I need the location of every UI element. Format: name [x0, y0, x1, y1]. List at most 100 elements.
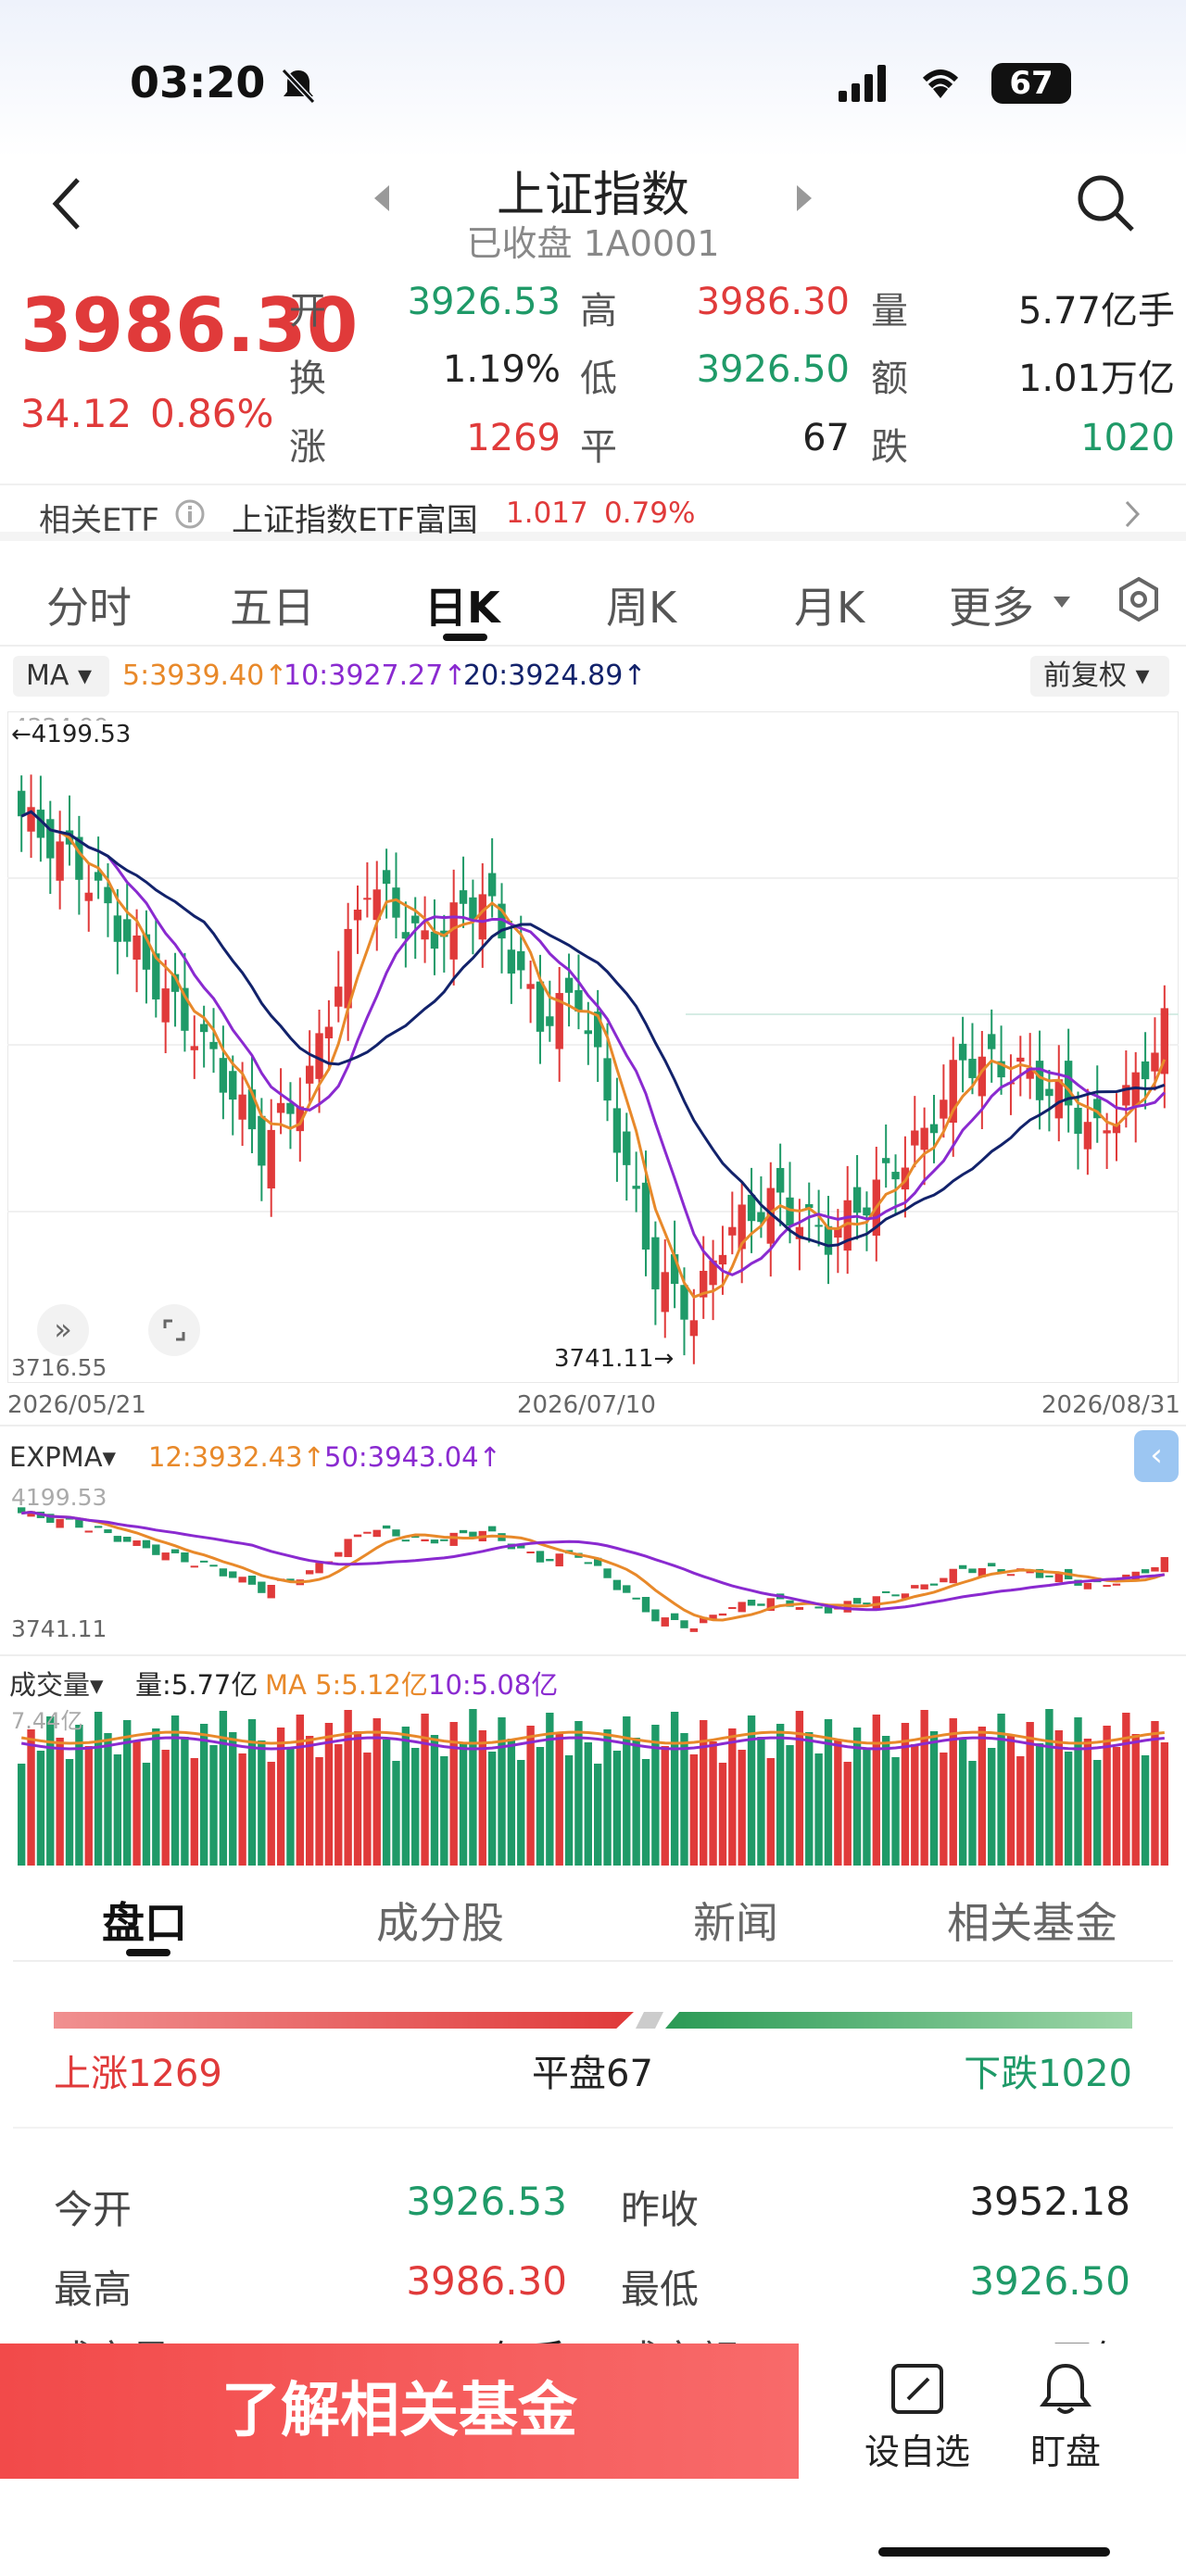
- expma-candle: [430, 1539, 439, 1544]
- back-icon[interactable]: [48, 176, 85, 232]
- detail-value: 3926.53: [406, 2179, 567, 2224]
- expma-candle: [75, 1517, 83, 1528]
- volume-bar: [623, 1716, 631, 1866]
- kline-high-marker: ←4199.53: [11, 721, 132, 748]
- value-amount: 1.01万亿: [1017, 358, 1175, 400]
- volume-bar: [411, 1748, 420, 1866]
- volume-bar: [1141, 1755, 1150, 1866]
- add-watchlist-button[interactable]: 设自选: [862, 2362, 973, 2474]
- volume-bar: [863, 1749, 871, 1866]
- volume-bar: [584, 1742, 592, 1866]
- date-start: 2026/05/21: [7, 1391, 146, 1419]
- volume-bar: [843, 1762, 852, 1866]
- prev-index-icon[interactable]: [371, 183, 393, 213]
- volume-bar: [555, 1734, 563, 1866]
- candle: [430, 931, 439, 949]
- candle: [142, 934, 151, 970]
- expma-candle: [718, 1613, 727, 1616]
- volume-bar: [247, 1719, 257, 1866]
- expma-candle: [440, 1539, 448, 1541]
- tab-weekly-k[interactable]: 周K: [606, 583, 677, 633]
- label-open: 开: [289, 290, 326, 333]
- expma-candle: [1151, 1566, 1159, 1572]
- settings-icon[interactable]: [1116, 576, 1162, 622]
- volume-bar: [1122, 1713, 1130, 1866]
- tab-orderbook[interactable]: 盘口: [102, 1898, 187, 1948]
- adjust-selector[interactable]: 前复权 ▾: [1030, 656, 1169, 697]
- expma-candle: [814, 1606, 823, 1609]
- tab-monthly-k[interactable]: 月K: [794, 583, 865, 633]
- divider: [13, 2127, 1173, 2129]
- volume-bar: [574, 1721, 583, 1866]
- candle: [940, 1100, 948, 1119]
- candle: [315, 1033, 323, 1079]
- expma-candle: [421, 1539, 429, 1542]
- related-funds-button[interactable]: 了解相关基金: [0, 2344, 799, 2479]
- volume-bar: [46, 1716, 55, 1866]
- candle: [805, 1204, 814, 1209]
- expma-candle: [142, 1539, 151, 1549]
- candle: [958, 1043, 967, 1061]
- volume-bar: [670, 1712, 679, 1866]
- volume-bar: [632, 1738, 640, 1866]
- monitor-button[interactable]: 盯盘: [1019, 2362, 1112, 2474]
- candle: [238, 1094, 246, 1120]
- expma-candle: [1045, 1575, 1054, 1577]
- candle: [564, 977, 574, 993]
- kline-chart[interactable]: [7, 711, 1179, 1383]
- volume-bar: [1093, 1760, 1102, 1866]
- fullscreen-icon[interactable]: [148, 1304, 200, 1356]
- collapse-icon[interactable]: ‹: [1134, 1430, 1179, 1482]
- candle: [372, 889, 381, 921]
- volume-bar: [113, 1754, 122, 1866]
- volume-bar: [1083, 1739, 1092, 1866]
- volume-bar: [104, 1733, 112, 1866]
- tab-daily-k[interactable]: 日K: [424, 583, 500, 633]
- volume-selector[interactable]: 成交量▾: [9, 1669, 104, 1701]
- expma-candle: [546, 1558, 554, 1562]
- detail-label: 最低: [621, 2267, 700, 2312]
- volume-bar: [401, 1727, 410, 1866]
- volume-bar: [661, 1746, 669, 1866]
- ma-selector[interactable]: MA ▾: [13, 656, 109, 697]
- candle: [680, 1285, 688, 1320]
- volume-bar: [940, 1753, 948, 1866]
- candle: [363, 898, 372, 900]
- volume-bar: [65, 1759, 74, 1866]
- candle: [267, 1129, 275, 1189]
- tab-more[interactable]: 更多: [949, 583, 1034, 633]
- candle: [651, 1237, 660, 1289]
- etf-row[interactable]: 相关ETF 上证指数ETF富国 1.017 0.79%: [0, 484, 1186, 541]
- expma-candle: [852, 1598, 862, 1604]
- expma-candle: [487, 1526, 497, 1532]
- expma-candle: [46, 1514, 55, 1523]
- candle: [911, 1130, 919, 1146]
- expma-candle: [795, 1606, 804, 1610]
- expma-candle: [670, 1613, 679, 1620]
- price: 3986.30: [20, 283, 359, 369]
- info-icon[interactable]: [174, 498, 206, 530]
- breadth-down: 下跌1020: [964, 2053, 1132, 2095]
- expma-candle: [219, 1568, 228, 1577]
- candle: [814, 1225, 823, 1227]
- tab-news[interactable]: 新闻: [693, 1898, 778, 1948]
- expma-candle: [920, 1584, 928, 1590]
- expma-candle: [555, 1553, 563, 1567]
- tab-related-funds[interactable]: 相关基金: [947, 1898, 1117, 1948]
- expma-candle: [353, 1534, 362, 1538]
- tab-constituents[interactable]: 成分股: [376, 1898, 504, 1948]
- expma-candle: [469, 1531, 477, 1537]
- tab-5day[interactable]: 五日: [230, 583, 315, 633]
- volume-bar: [421, 1714, 429, 1866]
- volume-bar: [594, 1764, 602, 1866]
- expand-icon[interactable]: »: [37, 1304, 89, 1356]
- candle: [181, 987, 189, 1031]
- expma-candle: [459, 1529, 468, 1534]
- search-icon[interactable]: [1075, 172, 1136, 233]
- tab-intraday[interactable]: 分时: [46, 583, 132, 633]
- next-index-icon[interactable]: [793, 183, 815, 213]
- volume-bar: [1064, 1752, 1073, 1866]
- expma-selector[interactable]: EXPMA▾: [9, 1441, 117, 1473]
- expma-candle: [1160, 1556, 1168, 1573]
- expma-candle: [680, 1620, 688, 1628]
